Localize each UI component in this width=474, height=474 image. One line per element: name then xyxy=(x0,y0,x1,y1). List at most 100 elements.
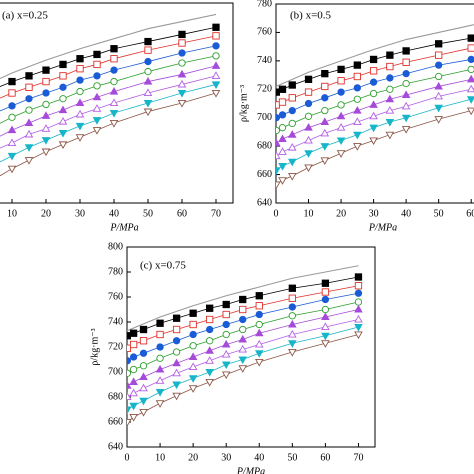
x-tick-label: 40 xyxy=(109,208,119,219)
marker-circle xyxy=(76,76,84,84)
marker-triangle xyxy=(139,383,148,392)
marker-down-triangle xyxy=(221,361,231,370)
marker-square xyxy=(129,329,138,337)
marker-square xyxy=(369,67,378,75)
marker-triangle xyxy=(24,129,34,138)
marker-square xyxy=(212,32,220,40)
marker-circle xyxy=(402,79,410,88)
marker-triangle xyxy=(278,134,287,143)
marker-triangle xyxy=(353,106,362,114)
marker-down-triangle xyxy=(238,356,248,365)
series-line xyxy=(0,92,217,177)
marker-circle xyxy=(139,362,148,370)
marker-square xyxy=(206,315,214,324)
marker-triangle xyxy=(434,81,443,90)
marker-square xyxy=(129,340,138,349)
y-axis-label: ρ/kg·m⁻³ xyxy=(89,328,100,365)
marker-down-triangle xyxy=(143,99,153,108)
marker-circle xyxy=(288,106,296,115)
marker-square xyxy=(156,330,164,339)
marker-down-triangle xyxy=(92,127,102,135)
marker-down-triangle xyxy=(238,365,248,373)
marker-down-triangle xyxy=(24,157,34,165)
marker-triangle xyxy=(304,135,313,144)
marker-square xyxy=(288,294,296,302)
marker-triangle xyxy=(254,328,264,337)
marker-down-triangle xyxy=(205,378,214,387)
panel-annotation: (b) x=0.5 xyxy=(290,10,332,22)
marker-circle xyxy=(110,77,118,86)
marker-down-triangle xyxy=(155,388,165,397)
marker-square xyxy=(304,75,313,83)
marker-circle xyxy=(386,85,394,93)
marker-down-triangle xyxy=(401,114,411,123)
x-tick-label: 0 xyxy=(125,452,130,463)
model-line xyxy=(276,24,474,87)
marker-square xyxy=(321,279,330,287)
marker-triangle xyxy=(143,88,153,97)
marker-square xyxy=(337,65,345,74)
y-tick-label: 720 xyxy=(257,84,272,95)
marker-square xyxy=(239,305,247,314)
marker-triangle xyxy=(254,339,264,348)
x-tick-label: 20 xyxy=(41,208,51,219)
marker-triangle xyxy=(434,91,443,100)
marker-square xyxy=(288,81,296,89)
marker-down-triangle xyxy=(109,119,119,128)
marker-square xyxy=(206,304,214,312)
marker-square xyxy=(139,337,148,345)
panel: 10 20 30 40 50 60 70 P/MPa (a) x=0.25 xyxy=(0,2,234,233)
marker-square xyxy=(172,325,181,334)
marker-triangle xyxy=(221,339,231,348)
marker-down-triangle xyxy=(254,350,264,358)
marker-down-triangle xyxy=(143,108,153,117)
marker-circle xyxy=(25,95,33,103)
marker-triangle xyxy=(211,71,221,79)
marker-down-triangle xyxy=(354,331,363,340)
marker-square xyxy=(110,45,118,53)
marker-circle xyxy=(278,111,287,119)
marker-triangle xyxy=(127,392,132,401)
marker-circle xyxy=(321,295,330,304)
marker-triangle xyxy=(320,128,330,137)
marker-triangle xyxy=(336,111,346,120)
marker-square xyxy=(278,98,287,106)
marker-circle xyxy=(172,337,181,345)
marker-triangle xyxy=(143,76,153,85)
marker-triangle xyxy=(354,304,363,313)
marker-circle xyxy=(337,88,345,96)
y-tick-label: 680 xyxy=(257,140,272,151)
marker-circle xyxy=(127,369,131,377)
marker-down-triangle xyxy=(304,164,313,173)
marker-square xyxy=(93,50,101,59)
marker-triangle xyxy=(401,90,411,98)
marker-circle xyxy=(467,65,474,74)
marker-triangle xyxy=(304,123,313,131)
marker-triangle xyxy=(287,130,297,138)
x-tick-label: 30 xyxy=(221,452,231,463)
x-tick-label: 40 xyxy=(254,452,264,463)
marker-circle xyxy=(288,312,296,320)
marker-circle xyxy=(178,59,186,67)
marker-square xyxy=(321,288,330,296)
marker-down-triangle xyxy=(211,89,221,98)
marker-triangle xyxy=(321,312,330,321)
marker-triangle xyxy=(155,376,165,384)
marker-circle xyxy=(278,124,287,132)
marker-circle xyxy=(321,305,330,314)
marker-square xyxy=(288,94,296,102)
marker-circle xyxy=(206,337,214,345)
marker-triangle xyxy=(7,138,17,147)
marker-down-triangle xyxy=(369,124,378,133)
marker-down-triangle xyxy=(353,131,362,140)
marker-triangle xyxy=(177,69,187,78)
y-tick-label: 740 xyxy=(257,55,272,66)
marker-circle xyxy=(129,365,138,374)
marker-square xyxy=(402,58,410,66)
plot-frame xyxy=(0,2,234,204)
marker-square xyxy=(278,85,287,93)
marker-square xyxy=(239,295,247,304)
marker-square xyxy=(178,30,186,39)
marker-circle xyxy=(206,325,214,334)
marker-square xyxy=(144,46,152,54)
